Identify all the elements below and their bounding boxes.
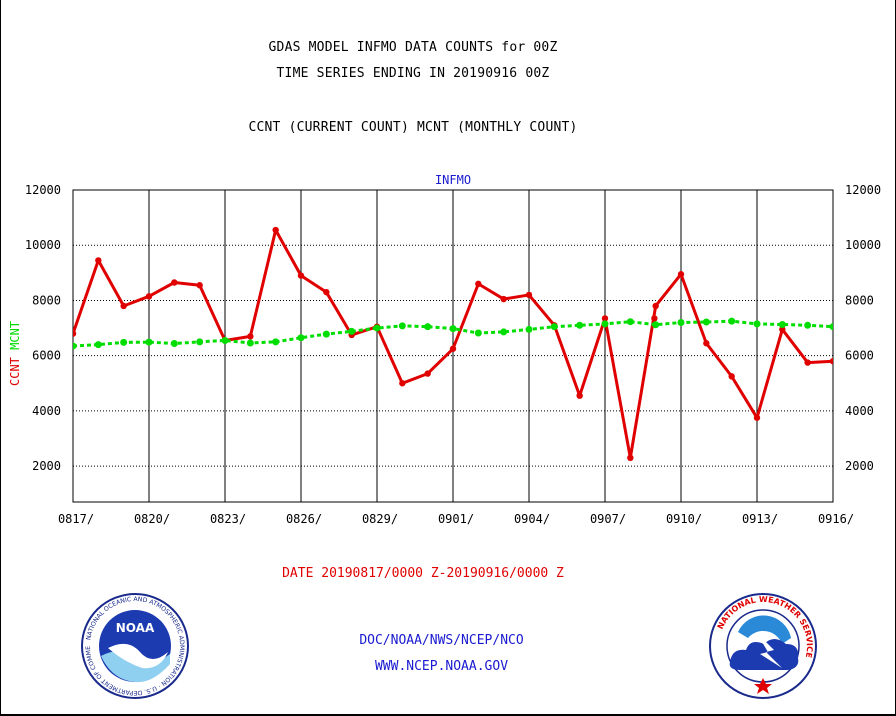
- data-point-ccnt: [652, 302, 659, 310]
- data-point-ccnt: [677, 271, 685, 278]
- chart-subtitle: CCNT (CURRENT COUNT) MCNT (MONTHLY COUNT…: [248, 120, 578, 135]
- data-point-ccnt: [449, 345, 457, 352]
- data-point-ccnt: [525, 291, 533, 299]
- data-point-ccnt: [120, 302, 127, 310]
- x-tick-label: 0829/: [362, 512, 398, 526]
- y-tick-label-right: 8000: [845, 293, 874, 307]
- data-point-mcnt: [73, 342, 77, 350]
- data-point-mcnt: [601, 320, 609, 328]
- y-tick-label-left: 6000: [32, 349, 61, 363]
- noaa-logo: NATIONAL OCEANIC AND ATMOSPHERIC ADMINIS…: [80, 592, 189, 699]
- data-point-mcnt: [804, 321, 812, 329]
- y-tick-label-left: 2000: [32, 459, 61, 473]
- data-point-ccnt: [804, 359, 811, 366]
- data-point-mcnt: [500, 328, 508, 336]
- data-point-mcnt: [373, 324, 381, 332]
- y-tick-label-right: 12000: [845, 183, 881, 197]
- credit-line-2: WWW.NCEP.NOAA.GOV: [374, 659, 509, 674]
- data-point-ccnt: [576, 392, 583, 399]
- data-point-ccnt: [323, 288, 330, 296]
- data-point-ccnt: [297, 272, 305, 279]
- data-point-mcnt: [424, 323, 432, 331]
- data-point-ccnt: [753, 414, 761, 421]
- y-tick-label-right: 6000: [845, 349, 874, 363]
- data-point-mcnt: [576, 321, 584, 329]
- date-range: DATE 20190817/0000 Z-20190916/0000 Z: [282, 566, 564, 581]
- line-chart: 2000 2000 4000 4000 6000 6000 8000 8000 10000 100…: [8, 173, 881, 526]
- data-point-ccnt: [73, 330, 77, 337]
- data-point-mcnt: [525, 325, 533, 333]
- data-point-ccnt: [424, 370, 431, 377]
- y-tick-label-right: 4000: [845, 404, 874, 418]
- title-line-1: GDAS MODEL INFMO DATA COUNTS for 00Z: [268, 40, 558, 55]
- data-point-mcnt: [753, 320, 761, 328]
- y-tick-label-left: 4000: [32, 404, 61, 418]
- data-point-ccnt: [829, 357, 833, 365]
- x-tick-label: 0913/: [742, 512, 778, 526]
- data-point-ccnt: [247, 333, 254, 340]
- data-point-ccnt: [703, 340, 710, 347]
- data-point-mcnt: [221, 336, 229, 344]
- data-point-mcnt: [626, 318, 634, 326]
- data-point-mcnt: [550, 323, 558, 331]
- y-axis-label-mcnt: MCNT: [8, 321, 22, 357]
- x-tick-label: 0916/: [818, 512, 854, 526]
- data-point-ccnt: [651, 315, 658, 322]
- noaa-logo-text: NOAA: [116, 621, 155, 635]
- data-point-mcnt: [677, 319, 685, 327]
- data-point-mcnt: [322, 330, 330, 338]
- data-point-ccnt: [399, 380, 406, 387]
- data-point-ccnt: [272, 226, 279, 234]
- x-tick-label: 0823/: [210, 512, 246, 526]
- plot-title: INFMO: [435, 173, 471, 187]
- data-point-ccnt: [601, 315, 609, 322]
- data-point-mcnt: [398, 322, 406, 330]
- data-point-mcnt: [246, 339, 254, 347]
- data-point-mcnt: [120, 338, 128, 346]
- data-point-ccnt: [196, 282, 203, 289]
- x-tick-label: 0820/: [134, 512, 170, 526]
- y-tick-label-left: 12000: [25, 183, 61, 197]
- y-tick-label-left: 8000: [32, 293, 61, 307]
- data-point-ccnt: [627, 454, 634, 462]
- x-tick-label: 0901/: [438, 512, 474, 526]
- data-point-mcnt: [145, 338, 153, 346]
- data-point-mcnt: [297, 334, 305, 342]
- y-tick-label-right: 10000: [845, 238, 881, 252]
- data-point-ccnt: [95, 257, 102, 264]
- data-point-ccnt: [171, 279, 178, 286]
- y-axis-label-ccnt: CCNT: [8, 357, 22, 386]
- data-point-mcnt: [702, 318, 710, 326]
- data-point-ccnt: [779, 326, 786, 333]
- data-point-ccnt: [728, 373, 735, 380]
- data-point-mcnt: [196, 338, 204, 346]
- data-point-mcnt: [170, 340, 178, 348]
- x-tick-label: 0910/: [666, 512, 702, 526]
- title-line-2: TIME SERIES ENDING IN 20190916 00Z: [276, 66, 550, 81]
- data-point-mcnt: [728, 317, 736, 325]
- data-point-mcnt: [652, 321, 660, 329]
- data-point-ccnt: [145, 293, 153, 300]
- x-tick-label: 0817/: [58, 512, 94, 526]
- data-point-mcnt: [449, 325, 457, 333]
- data-point-mcnt: [94, 341, 102, 349]
- data-point-mcnt: [829, 323, 833, 331]
- data-point-mcnt: [474, 329, 482, 337]
- data-point-mcnt: [778, 320, 786, 328]
- data-point-ccnt: [475, 280, 482, 288]
- nws-logo: NATIONAL WEATHER SERVICE: [709, 593, 817, 699]
- data-point-mcnt: [348, 327, 356, 335]
- credit-line-1: DOC/NOAA/NWS/NCEP/NCO: [359, 633, 524, 648]
- data-point-ccnt: [500, 295, 507, 303]
- x-tick-label: 0826/: [286, 512, 322, 526]
- y-tick-label-left: 10000: [25, 238, 61, 252]
- data-point-mcnt: [272, 338, 280, 346]
- x-tick-label: 0907/: [590, 512, 626, 526]
- x-tick-label: 0904/: [514, 512, 550, 526]
- y-tick-label-right: 2000: [845, 459, 874, 473]
- y-axis-label: CCNT MCNT: [8, 321, 22, 386]
